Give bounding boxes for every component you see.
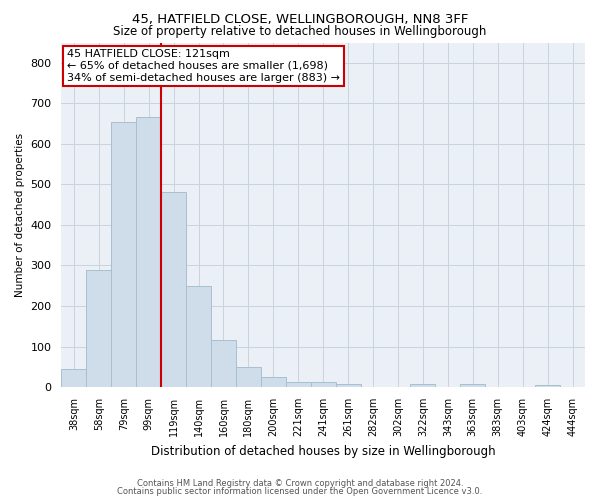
Text: Contains public sector information licensed under the Open Government Licence v3: Contains public sector information licen… bbox=[118, 487, 482, 496]
Y-axis label: Number of detached properties: Number of detached properties bbox=[15, 132, 25, 297]
Bar bbox=[535, 385, 560, 387]
Bar bbox=[211, 340, 236, 387]
Bar bbox=[261, 377, 286, 387]
Bar bbox=[136, 118, 161, 387]
Bar bbox=[236, 367, 261, 387]
Bar bbox=[186, 286, 211, 387]
Bar bbox=[460, 384, 485, 387]
Bar bbox=[111, 122, 136, 387]
Bar bbox=[335, 384, 361, 387]
X-axis label: Distribution of detached houses by size in Wellingborough: Distribution of detached houses by size … bbox=[151, 444, 496, 458]
Bar bbox=[161, 192, 186, 387]
Bar bbox=[61, 369, 86, 387]
Bar bbox=[86, 270, 111, 387]
Text: Contains HM Land Registry data © Crown copyright and database right 2024.: Contains HM Land Registry data © Crown c… bbox=[137, 478, 463, 488]
Text: Size of property relative to detached houses in Wellingborough: Size of property relative to detached ho… bbox=[113, 25, 487, 38]
Text: 45, HATFIELD CLOSE, WELLINGBOROUGH, NN8 3FF: 45, HATFIELD CLOSE, WELLINGBOROUGH, NN8 … bbox=[132, 12, 468, 26]
Text: 45 HATFIELD CLOSE: 121sqm
← 65% of detached houses are smaller (1,698)
34% of se: 45 HATFIELD CLOSE: 121sqm ← 65% of detac… bbox=[67, 50, 340, 82]
Bar bbox=[410, 384, 436, 387]
Bar bbox=[311, 382, 335, 387]
Bar bbox=[286, 382, 311, 387]
